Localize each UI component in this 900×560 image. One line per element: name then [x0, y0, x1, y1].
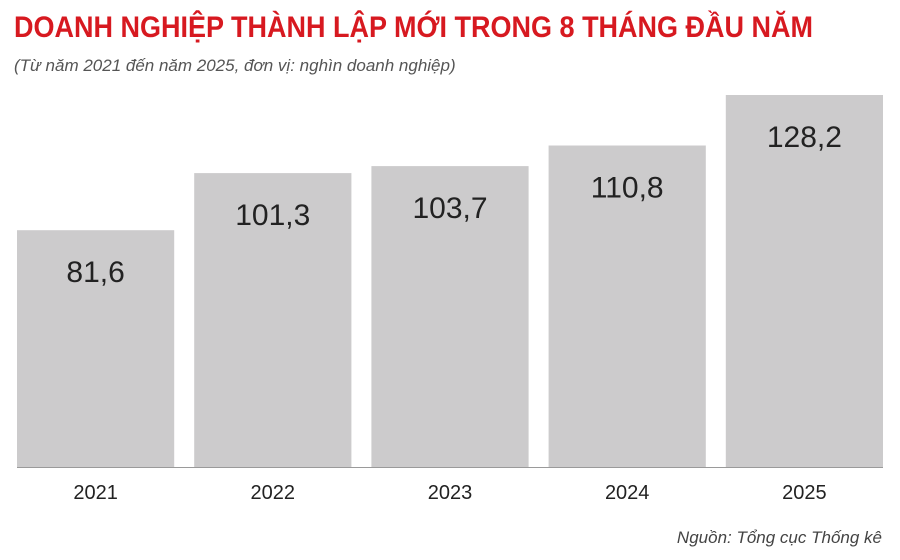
category-label-2024: 2024 [605, 482, 650, 504]
bar-2025 [725, 95, 883, 467]
chart-title: DOANH NGHIỆP THÀNH LẬP MỚI TRONG 8 THÁNG… [14, 11, 814, 44]
bar-chart: 81,6 2021 101,3 2022 103,7 2023 110,8 2024 128,2… [17, 95, 883, 504]
category-label-2023: 2023 [428, 482, 473, 504]
bar-2023 [371, 166, 529, 467]
category-label-2025: 2025 [782, 482, 827, 504]
value-label-2025: 128,2 [767, 121, 842, 154]
labels-group: 81,6 2021 101,3 2022 103,7 2023 110,8 2024 128,2… [66, 121, 842, 504]
bar-2024 [548, 145, 706, 467]
category-label-2022: 2022 [251, 482, 296, 504]
value-label-2024: 110,8 [591, 172, 664, 205]
value-label-2023: 103,7 [412, 192, 487, 225]
bar-2021 [17, 230, 175, 467]
category-label-2021: 2021 [73, 482, 118, 504]
value-label-2021: 81,6 [66, 256, 124, 289]
source-note: Nguồn: Tổng cục Thống kê [676, 528, 882, 547]
bar-2022 [194, 173, 352, 467]
value-label-2022: 101,3 [235, 199, 310, 232]
chart-subtitle: (Từ năm 2021 đến năm 2025, đơn vị: nghìn… [14, 56, 456, 75]
bars-group [17, 95, 883, 467]
